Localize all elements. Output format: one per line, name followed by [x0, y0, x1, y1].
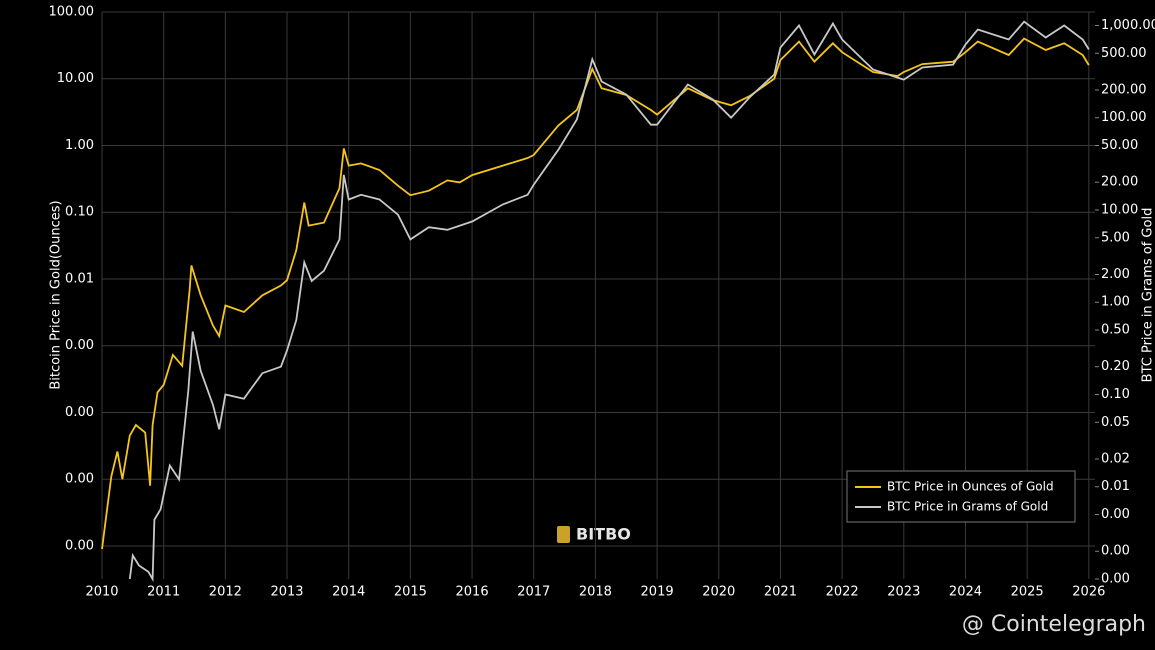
y2-axis-label: BTC Price in Grams of Gold	[1141, 208, 1155, 383]
y2-tick-label: 0.05	[1101, 415, 1130, 430]
y-tick-label: 0.10	[65, 205, 94, 220]
y-tick-label: 0.01	[65, 271, 94, 286]
series-line	[128, 20, 1090, 583]
y2-tick-label: 0.00	[1101, 572, 1130, 587]
x-tick-label: 2019	[641, 585, 674, 600]
x-tick-label: 2014	[332, 585, 365, 600]
y-tick-label: 0.00	[65, 538, 94, 553]
x-tick-label: 2013	[270, 585, 303, 600]
y2-tick-label: 200.00	[1101, 82, 1147, 97]
y2-tick-label: 50.00	[1101, 138, 1138, 153]
y2-tick-label: 2.00	[1101, 267, 1130, 282]
y2-tick-label: 20.00	[1101, 175, 1138, 190]
y2-tick-label: 0.01	[1101, 479, 1130, 494]
y-tick-label: 0.00	[65, 338, 94, 353]
y2-tick-label: 0.50	[1101, 323, 1130, 338]
y-tick-label: 0.00	[65, 472, 94, 487]
legend-label: BTC Price in Grams of Gold	[887, 500, 1048, 514]
y-tick-label: 10.00	[57, 71, 94, 86]
y-tick-label: 1.00	[65, 138, 94, 153]
y2-tick-label: 0.00	[1101, 544, 1130, 559]
x-tick-label: 2022	[826, 585, 859, 600]
x-tick-label: 2025	[1011, 585, 1044, 600]
x-tick-label: 2010	[85, 585, 118, 600]
x-tick-label: 2020	[702, 585, 735, 600]
y2-tick-label: 500.00	[1101, 46, 1147, 61]
legend: BTC Price in Ounces of Gold BTC Price in …	[846, 470, 1076, 523]
x-tick-label: 2024	[949, 585, 982, 600]
y2-tick-label: 0.20	[1101, 359, 1130, 374]
x-tick-label: 2012	[209, 585, 242, 600]
y-axis-label: Bitcoin Price in Gold(Ounces)	[49, 200, 64, 389]
y2-tick-label: 5.00	[1101, 230, 1130, 245]
x-tick-label: 2017	[517, 585, 550, 600]
watermark: BITBO	[576, 525, 631, 544]
x-tick-label: 2016	[456, 585, 489, 600]
x-tick-label: 2023	[887, 585, 920, 600]
y2-tick-label: 0.10	[1101, 387, 1130, 402]
watermark-logo	[557, 526, 570, 543]
series-line	[101, 37, 1090, 550]
legend-label: BTC Price in Ounces of Gold	[887, 480, 1054, 494]
source: @ Cointelegraph	[962, 612, 1146, 637]
y2-tick-label: 100.00	[1101, 110, 1147, 125]
y2-tick-label: 10.00	[1101, 202, 1138, 217]
x-tick-label: 2015	[394, 585, 427, 600]
x-tick-label: 2021	[764, 585, 797, 600]
y-tick-label: 0.00	[65, 405, 94, 420]
y2-tick-label: 0.02	[1101, 451, 1130, 466]
y2-tick-label: 1,000.00	[1101, 18, 1155, 33]
y2-tick-label: 0.00	[1101, 507, 1130, 522]
x-tick-label: 2011	[147, 585, 180, 600]
y-tick-label: 100.00	[49, 5, 95, 20]
x-tick-label: 2026	[1072, 585, 1105, 600]
legend-box	[846, 470, 1076, 523]
x-tick-label: 2018	[579, 585, 612, 600]
y2-tick-label: 1.00	[1101, 295, 1130, 310]
